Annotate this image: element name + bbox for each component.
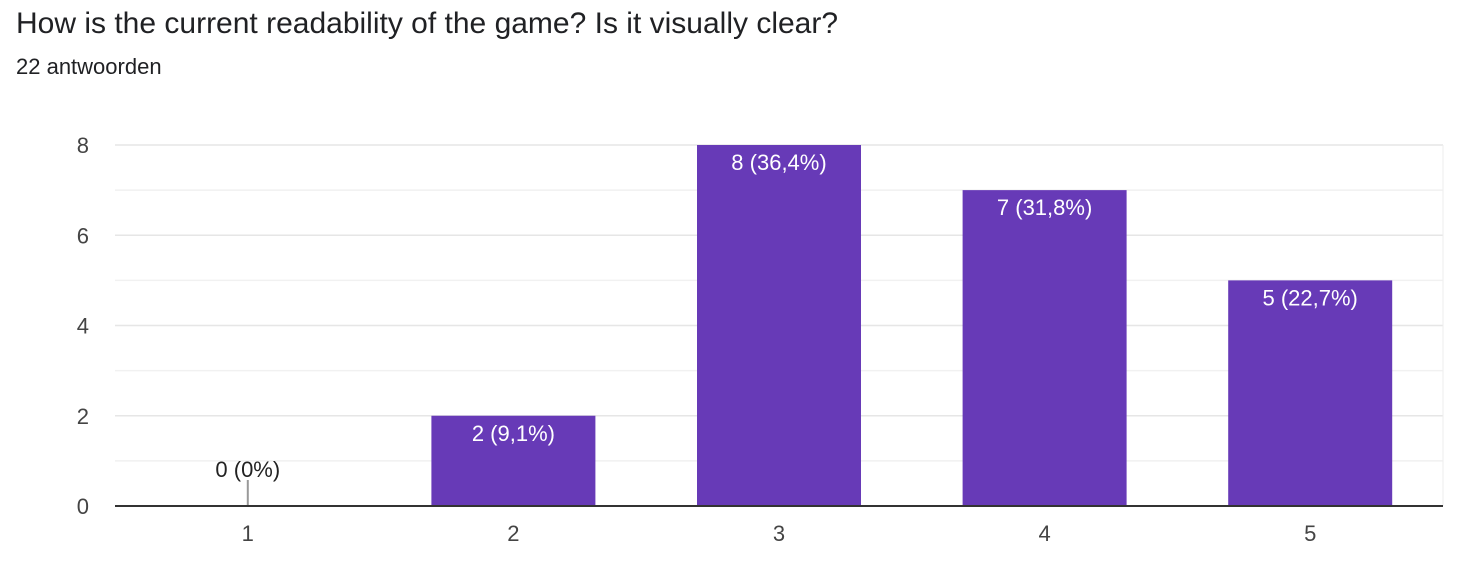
y-tick-label: 4 bbox=[77, 314, 89, 339]
bar bbox=[1228, 280, 1393, 506]
x-tick-label: 3 bbox=[773, 521, 785, 546]
y-tick-label: 0 bbox=[77, 494, 89, 519]
y-tick-label: 8 bbox=[77, 133, 89, 158]
x-tick-label: 5 bbox=[1304, 521, 1316, 546]
x-tick-label: 4 bbox=[1038, 521, 1050, 546]
bar bbox=[697, 145, 861, 506]
bar-data-label: 8 (36,4%) bbox=[731, 150, 826, 175]
bar-data-label: 7 (31,8%) bbox=[997, 195, 1092, 220]
bar-data-label: 0 (0%) bbox=[215, 457, 280, 482]
chart-title: How is the current readability of the ga… bbox=[16, 7, 839, 40]
bar-data-label: 2 (9,1%) bbox=[472, 421, 555, 446]
bar bbox=[962, 190, 1127, 506]
x-tick-label: 2 bbox=[507, 521, 519, 546]
x-tick-label: 1 bbox=[242, 521, 254, 546]
y-tick-label: 6 bbox=[77, 223, 89, 248]
bar-data-label: 5 (22,7%) bbox=[1263, 285, 1358, 310]
y-tick-label: 2 bbox=[77, 404, 89, 429]
response-count: 22 antwoorden bbox=[16, 54, 162, 79]
bar bbox=[431, 415, 596, 506]
